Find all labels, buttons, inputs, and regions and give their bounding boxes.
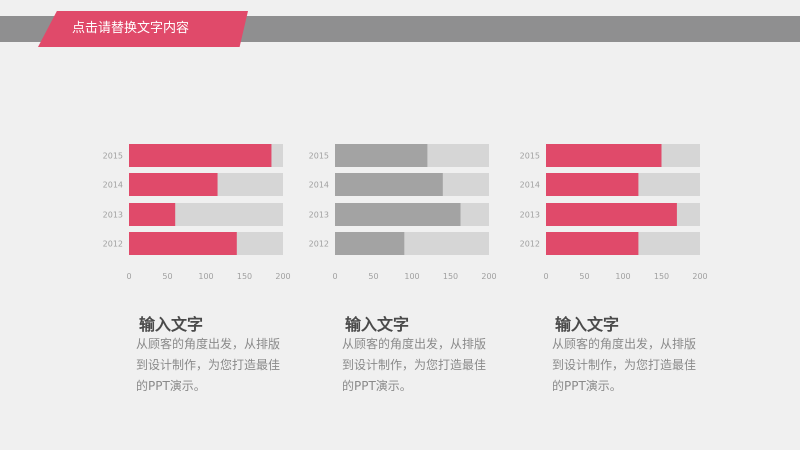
- chart2-bar-2014: [335, 173, 443, 196]
- chart3-bar-2014: [546, 173, 639, 196]
- chart3-x-tick-label: 50: [579, 272, 589, 281]
- chart3-category-label: 2012: [520, 240, 540, 249]
- chart1-category-label: 2014: [103, 181, 123, 190]
- chart1-category-label: 2012: [103, 240, 123, 249]
- block-body-3: 从顾客的角度出发，从排版到设计制作，为您打造最佳的PPT演示。: [552, 337, 697, 393]
- chart2-category-label: 2013: [309, 211, 329, 220]
- block-title-2: 输入文字: [345, 315, 410, 334]
- chart2-x-tick-label: 50: [368, 272, 378, 281]
- block-title-3: 输入文字: [555, 315, 620, 334]
- chart1-x-tick-label: 200: [275, 272, 290, 281]
- chart3-x-tick-label: 200: [692, 272, 707, 281]
- chart2-bar-2015: [335, 144, 428, 167]
- chart1-bar-2014: [129, 173, 218, 196]
- chart3-x-tick-label: 150: [654, 272, 669, 281]
- chart3-x-tick-label: 100: [615, 272, 630, 281]
- chart3-bar-2015: [546, 144, 662, 167]
- chart2-x-tick-label: 150: [443, 272, 458, 281]
- chart2-category-label: 2012: [309, 240, 329, 249]
- chart2-bar-2013: [335, 203, 461, 226]
- chart1-x-tick-label: 150: [237, 272, 252, 281]
- chart1-bar-2013: [129, 203, 176, 226]
- chart3-category-label: 2015: [520, 152, 540, 161]
- chart1-bar-2015: [129, 144, 272, 167]
- chart2-category-label: 2015: [309, 152, 329, 161]
- chart2-x-tick-label: 0: [332, 272, 337, 281]
- chart1-category-label: 2015: [103, 152, 123, 161]
- block-body-2: 从顾客的角度出发，从排版到设计制作，为您打造最佳的PPT演示。: [342, 337, 487, 393]
- chart3-x-tick-label: 0: [543, 272, 548, 281]
- title-banner: [38, 11, 248, 47]
- chart2-x-tick-label: 200: [481, 272, 496, 281]
- chart2-x-tick-label: 100: [404, 272, 419, 281]
- chart1-bar-2012: [129, 232, 237, 255]
- chart1-x-tick-label: 0: [126, 272, 131, 281]
- chart2-bar-2012: [335, 232, 405, 255]
- chart3-category-label: 2014: [520, 181, 540, 190]
- chart3-bar-2012: [546, 232, 639, 255]
- chart1-x-tick-label: 100: [198, 272, 213, 281]
- block-body-1: 从顾客的角度出发，从排版到设计制作，为您打造最佳的PPT演示。: [136, 337, 281, 393]
- block-title-1: 输入文字: [139, 315, 204, 334]
- chart2-category-label: 2014: [309, 181, 329, 190]
- chart1-category-label: 2013: [103, 211, 123, 220]
- chart3-category-label: 2013: [520, 211, 540, 220]
- page-title: 点击请替换文字内容: [72, 21, 190, 36]
- chart3-bar-2013: [546, 203, 677, 226]
- chart1-x-tick-label: 50: [162, 272, 172, 281]
